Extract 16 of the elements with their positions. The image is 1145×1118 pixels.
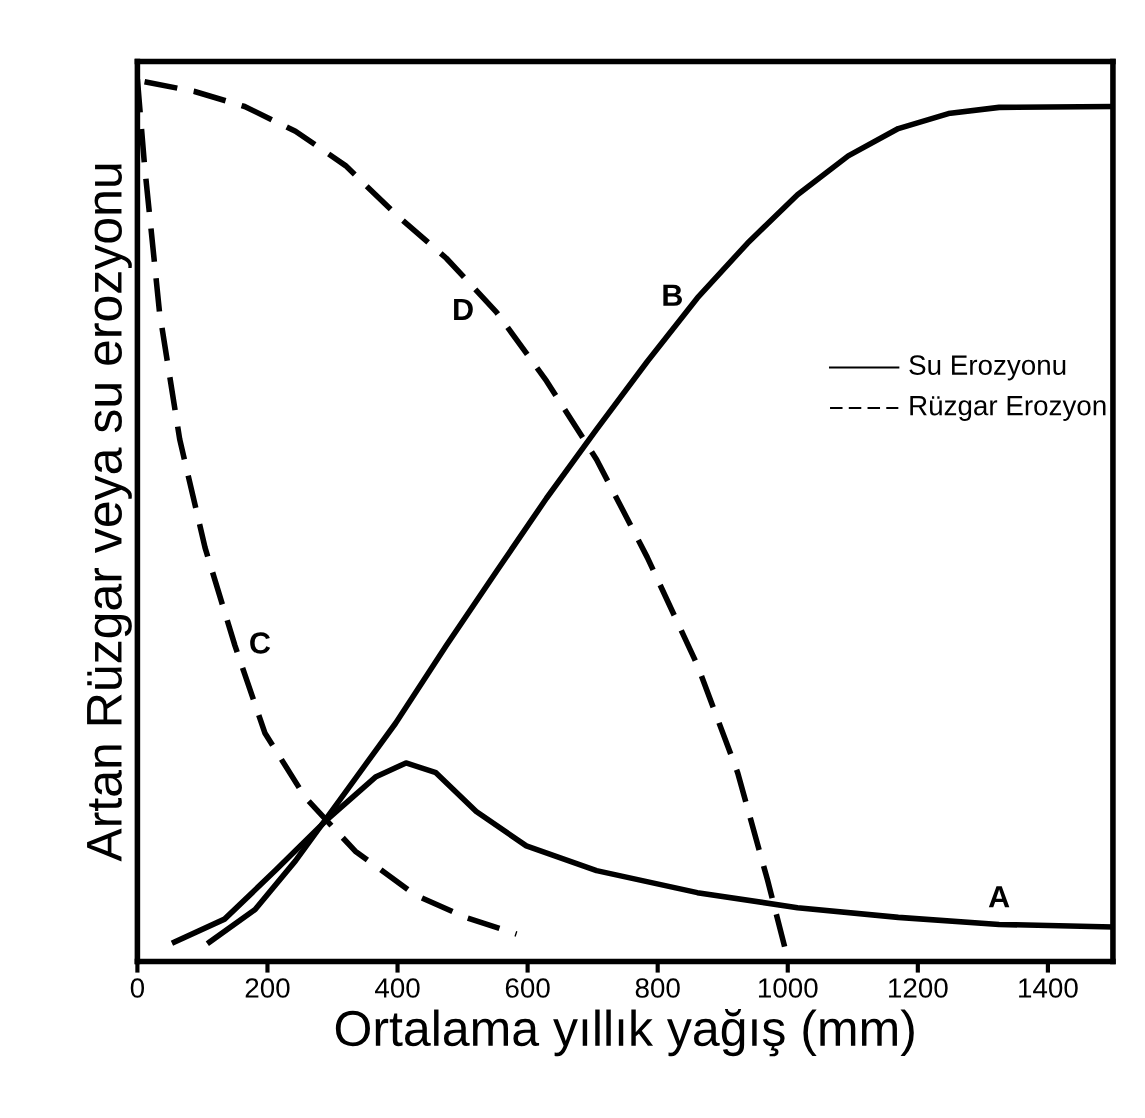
x-tick-label: 0 <box>130 978 145 998</box>
series-label: D <box>454 298 473 320</box>
y-axis-title: Artan Rüzgar veya su erozyonu <box>87 164 132 862</box>
series-label: B <box>663 284 682 306</box>
annotation: Rüzgar Erozyon <box>910 396 1106 421</box>
series-label: A <box>988 886 1010 908</box>
annotation: Su Erozyonu <box>909 355 1066 381</box>
x-tick-label: 1200 <box>889 978 948 998</box>
x-axis-title: Ortalama yıllık yağış (mm) <box>335 1008 914 1057</box>
x-tick-label: 1000 <box>758 978 818 998</box>
x-tick-label: 1400 <box>1019 978 1078 998</box>
x-tick-label: 800 <box>635 978 680 998</box>
x-tick-label: 200 <box>245 978 290 998</box>
x-tick-label: 600 <box>505 978 550 998</box>
series-label: C <box>250 632 271 654</box>
x-tick-label: 400 <box>375 978 420 998</box>
